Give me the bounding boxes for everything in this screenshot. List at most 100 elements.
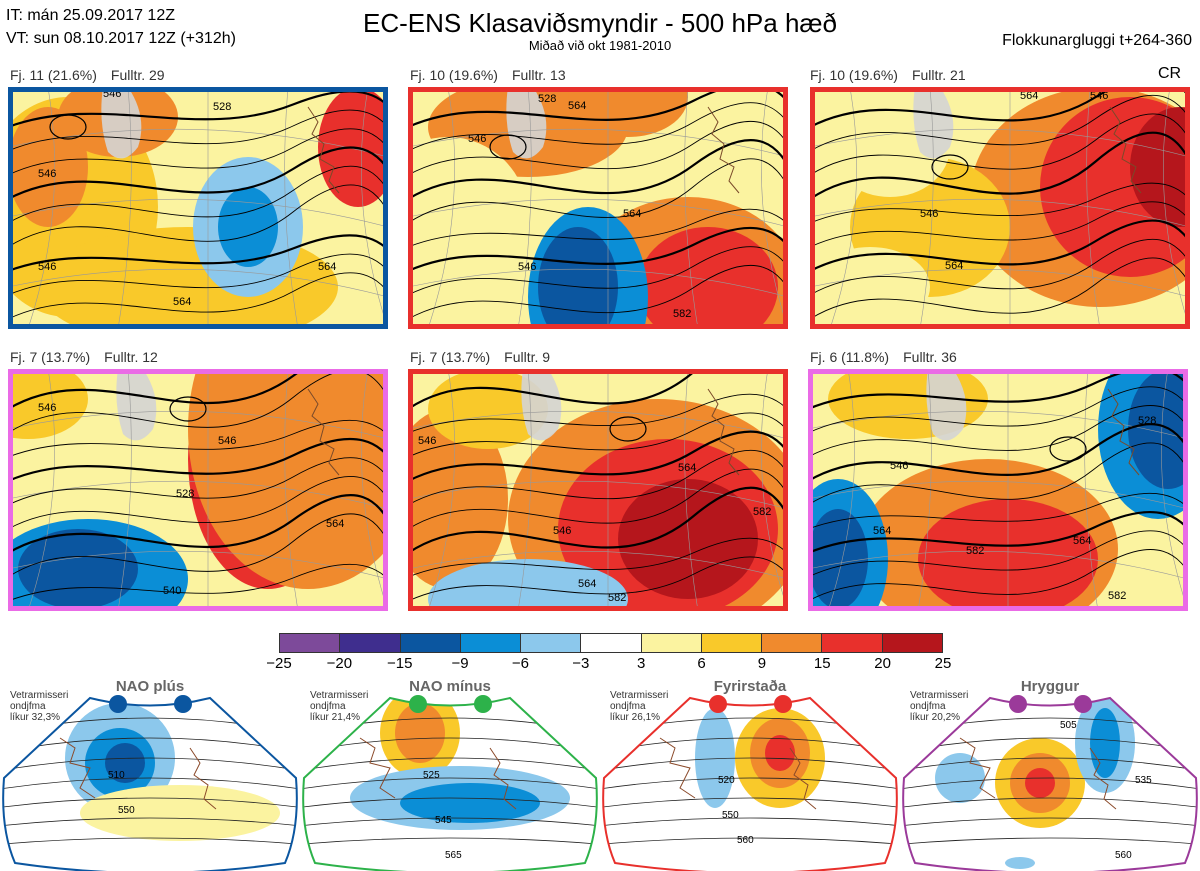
- contour-label: 564: [873, 525, 891, 537]
- contour-label: 546: [38, 402, 56, 414]
- regime-dot: [774, 695, 792, 713]
- contour-label: 546: [468, 133, 486, 145]
- contour-label: 546: [518, 261, 536, 273]
- cluster-window-label: Flokkunargluggi t+264-360: [1002, 32, 1192, 49]
- contour-label: 564: [623, 208, 641, 220]
- colorbar-swatch: [460, 634, 522, 652]
- contour-label: 564: [578, 578, 596, 590]
- contour-label: 546: [553, 525, 571, 537]
- regime-dot: [109, 695, 127, 713]
- colorbar-tick-label: −6: [511, 655, 529, 672]
- colorbar-swatch: [521, 634, 582, 652]
- contour-label: 564: [945, 260, 963, 272]
- contour-label: 540: [163, 585, 181, 597]
- regime-note: Vetrarmisseri ondjfma líkur 21,4%: [310, 690, 369, 723]
- cluster-map-4: 546 528 564 540 546: [8, 369, 388, 611]
- page-title: EC-ENS Klasaviðsmyndir - 500 hPa hæð: [363, 8, 837, 38]
- panel-label-1: Fj. 11 (21.6%) Fulltr. 29: [10, 67, 165, 83]
- regime-dot: [474, 695, 492, 713]
- regime-contour-label: 550: [722, 810, 739, 821]
- colorbar-swatch: [280, 634, 341, 652]
- colorbar-swatch: [882, 634, 942, 652]
- contour-label: 546: [890, 460, 908, 472]
- colorbar-swatch: [701, 634, 763, 652]
- regime-contour-label: 535: [1135, 775, 1152, 786]
- colorbar-tick-label: −9: [451, 655, 469, 672]
- cluster-map-3: 546 564 564 546: [810, 87, 1190, 329]
- cluster-map-5: 546 546 564 582 564 582: [408, 369, 788, 611]
- colorbar-swatch: [340, 634, 401, 652]
- contour-label: 528: [1138, 415, 1156, 427]
- contour-label: 564: [1073, 535, 1091, 547]
- panel-label-5: Fj. 7 (13.7%) Fulltr. 9: [410, 349, 551, 365]
- cluster-map-2: 546 564 546 528 564 582: [408, 87, 788, 329]
- contour-label: 546: [418, 435, 436, 447]
- regime-name: Fyrirstaða: [713, 678, 787, 695]
- regime-nao-minus: NAO mínus Vetrarmisseri ondjfma líkur 21,4%…: [300, 678, 600, 871]
- colorbar-swatch: [400, 634, 461, 652]
- contour-label: 546: [218, 435, 236, 447]
- initial-time: IT: mán 25.09.2017 12Z: [6, 7, 175, 24]
- contour-label: 528: [176, 488, 194, 500]
- contour-label: 582: [608, 592, 626, 604]
- cr-label: CR: [1158, 65, 1182, 82]
- regime-ridge: Hryggur Vetrarmisseri ondjfma líkur 20,2% 50…: [900, 678, 1200, 871]
- regime-contour-label: 550: [118, 805, 135, 816]
- colorbar-swatch: [762, 634, 823, 652]
- regime-contour-label: 520: [718, 775, 735, 786]
- colorbar-tick-label: 20: [874, 655, 891, 672]
- contour-label: 564: [318, 261, 336, 273]
- colorbar-tick-label: −3: [572, 655, 590, 672]
- panel-label-3: Fj. 10 (19.6%) Fulltr. 21: [810, 67, 966, 83]
- colorbar-swatch: [581, 634, 642, 652]
- regime-blocking: Fyrirstaða Vetrarmisseri ondjfma líkur 26,1…: [600, 678, 900, 871]
- page-subtitle: Miðað við okt 1981-2010: [528, 38, 672, 53]
- regime-name: NAO plús: [115, 678, 185, 695]
- cluster-map-1: 546 546 564 546 528 564: [8, 87, 388, 329]
- regime-note: Vetrarmisseri ondjfma líkur 20,2%: [910, 690, 969, 723]
- regime-contour-label: 565: [445, 850, 462, 861]
- colorbar-swatch: [822, 634, 883, 652]
- colorbar-tick-label: 6: [697, 655, 706, 672]
- panel-label-4: Fj. 7 (13.7%) Fulltr. 12: [10, 349, 158, 365]
- regime-name: Hryggur: [1020, 678, 1080, 695]
- valid-time: VT: sun 08.10.2017 12Z (+312h): [6, 30, 236, 47]
- colorbar-tick-label: −15: [386, 655, 413, 672]
- regime-dot: [1074, 695, 1092, 713]
- regime-dot: [709, 695, 727, 713]
- contour-label: 582: [966, 545, 984, 557]
- colorbar-tick-label: −25: [266, 655, 292, 672]
- contour-label: 582: [753, 506, 771, 518]
- colorbar-tick-label: 15: [813, 655, 831, 672]
- contour-label: 564: [1020, 90, 1038, 102]
- colorbar-swatch: [641, 634, 702, 652]
- regime-dot: [174, 695, 192, 713]
- regime-contour-label: 525: [423, 770, 440, 781]
- regime-contour-label: 510: [108, 770, 125, 781]
- contour-label: 546: [38, 261, 56, 273]
- contour-label: 564: [173, 296, 191, 308]
- regime-contour-label: 560: [1115, 850, 1132, 861]
- colorbar-tick-label: 25: [934, 655, 952, 672]
- contour-label: 564: [568, 100, 586, 112]
- regime-note: Vetrarmisseri ondjfma líkur 26,1%: [610, 690, 669, 723]
- contour-label: 564: [326, 518, 344, 530]
- regime-contour-label: 560: [737, 835, 754, 846]
- contour-label: 546: [1090, 90, 1108, 102]
- regime-dot: [409, 695, 427, 713]
- regime-contour-label: 505: [1060, 720, 1077, 731]
- contour-label: 528: [213, 101, 231, 113]
- contour-label: 564: [678, 462, 696, 474]
- contour-label: 582: [673, 308, 691, 320]
- contour-label: 582: [1108, 590, 1126, 602]
- contour-label: 546: [38, 168, 56, 180]
- colorbar-tick-label: 3: [637, 655, 646, 672]
- panel-label-2: Fj. 10 (19.6%) Fulltr. 13: [410, 67, 566, 83]
- regime-dot: [1009, 695, 1027, 713]
- regime-name: NAO mínus: [409, 678, 491, 695]
- colorbar-tick-label: 9: [757, 655, 767, 672]
- anomaly-colorbar: [279, 633, 943, 653]
- contour-label: 546: [920, 208, 938, 220]
- regime-nao-plus: NAO plús Vetrarmisseri ondjfma líkur 32,3% 5…: [0, 678, 300, 871]
- regime-contour-label: 545: [435, 815, 452, 826]
